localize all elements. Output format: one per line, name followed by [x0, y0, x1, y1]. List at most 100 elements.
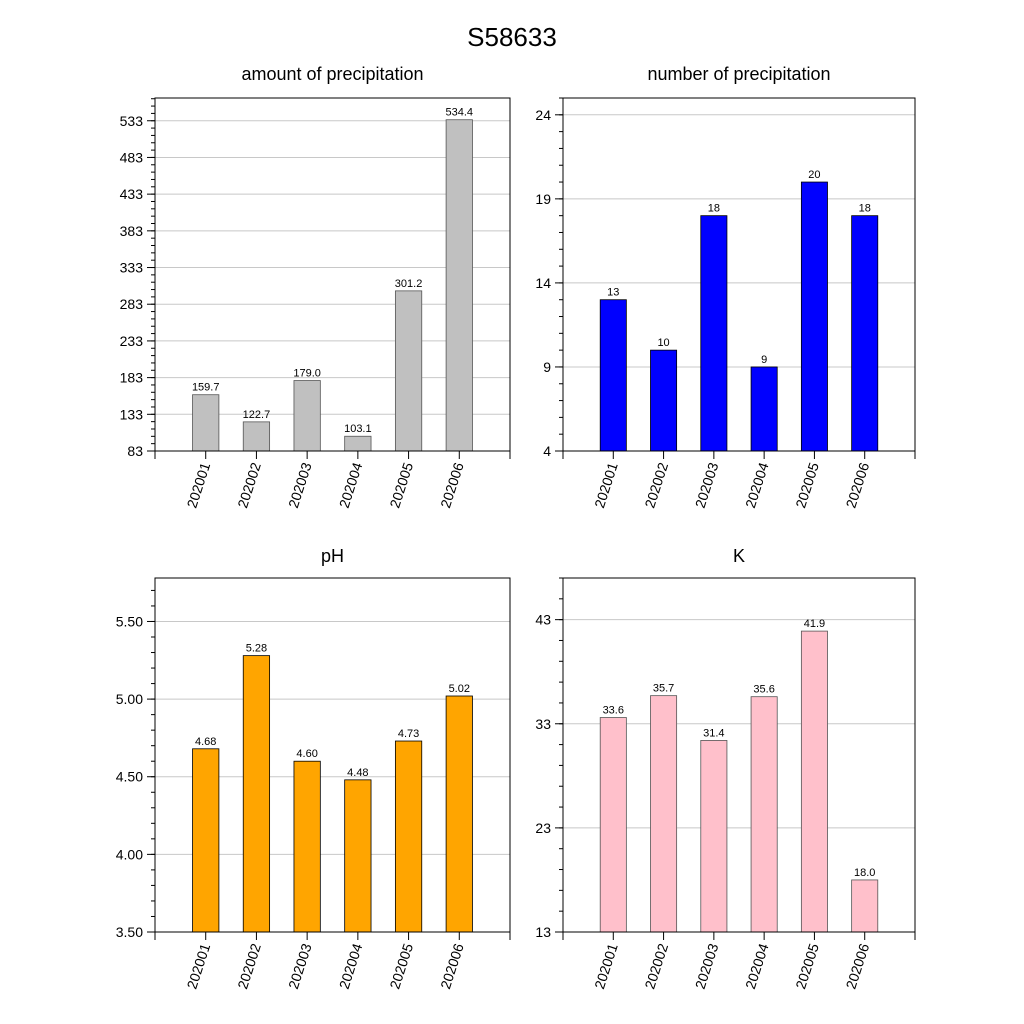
y-tick-label: 133 [120, 406, 144, 422]
data-label: 13 [607, 287, 619, 299]
data-label: 18.0 [854, 867, 875, 879]
bar [192, 394, 220, 452]
data-label: 9 [761, 354, 767, 366]
data-label: 35.6 [753, 684, 774, 696]
x-tick-label: 202003 [692, 460, 722, 510]
chart-panel-1: amount of precipitation 159.7 122.7 179.0 10… [120, 64, 511, 510]
x-tick-label: 202001 [184, 941, 214, 991]
y-tick-label: 183 [120, 370, 144, 386]
data-label: 534.4 [446, 107, 474, 119]
chart-panel-4: K 33.6 35.7 31.4 35.6 41.9 18.0 13 23 33 43 202001 2… [535, 546, 916, 991]
bar [344, 779, 372, 933]
y-tick-label: 383 [120, 223, 144, 239]
bar [800, 630, 828, 933]
y-tick-label: 83 [127, 443, 143, 459]
plot-frame [562, 97, 916, 452]
x-tick-label: 202005 [792, 460, 822, 510]
x-tick-label: 202002 [641, 941, 671, 991]
y-tick-label: 13 [535, 924, 551, 940]
data-label: 4.68 [195, 736, 216, 748]
data-label: 18 [859, 203, 871, 215]
data-label: 41.9 [804, 618, 825, 630]
data-label: 31.4 [703, 727, 724, 739]
x-tick-label: 202001 [591, 941, 621, 991]
bar [344, 435, 372, 452]
data-label: 122.7 [243, 409, 271, 421]
bar [851, 215, 879, 452]
data-label: 159.7 [192, 382, 220, 394]
bar [650, 695, 678, 933]
panel-title: pH [321, 546, 344, 566]
x-tick-label: 202006 [437, 460, 467, 510]
bar [750, 696, 778, 933]
y-tick-label: 533 [120, 113, 144, 129]
y-tick-label: 24 [535, 107, 551, 123]
bar [293, 760, 321, 933]
x-tick-label: 202004 [336, 941, 366, 991]
y-tick-label: 5.00 [116, 691, 143, 707]
plot-frame [562, 577, 916, 933]
bar [700, 215, 728, 452]
x-tick-label: 202003 [692, 941, 722, 991]
x-tick-label: 202006 [843, 460, 873, 510]
bar [394, 740, 423, 933]
bar [851, 879, 879, 933]
x-tick-label: 202004 [742, 941, 772, 991]
y-tick-label: 4.50 [116, 769, 143, 785]
x-tick-label: 202006 [843, 941, 873, 991]
bar [650, 349, 678, 452]
x-tick-label: 202002 [641, 460, 671, 510]
data-label: 10 [657, 337, 669, 349]
panel-title: K [733, 546, 745, 566]
y-tick-label: 9 [543, 359, 551, 375]
chart-panels: amount of precipitation 159.7 122.7 179.0 10… [116, 64, 916, 991]
y-tick-label: 5.50 [116, 613, 143, 629]
y-tick-label: 333 [120, 260, 144, 276]
bar [192, 748, 220, 933]
data-label: 4.60 [296, 748, 317, 760]
x-tick-label: 202005 [386, 941, 416, 991]
chart-panel-3: pH 4.68 5.28 4.60 4.48 4.73 5.02 3.50 4.00 4.50 5.… [116, 546, 511, 991]
x-tick-label: 202005 [386, 460, 416, 510]
plot-frame [154, 577, 511, 933]
bar [445, 119, 473, 452]
x-tick-label: 202001 [184, 460, 214, 510]
y-tick-label: 14 [535, 275, 551, 291]
y-tick-label: 4 [543, 443, 551, 459]
bar [394, 290, 423, 452]
data-label: 18 [708, 203, 720, 215]
data-label: 179.0 [293, 368, 321, 380]
x-tick-label: 202002 [234, 460, 264, 510]
data-label: 20 [808, 169, 820, 181]
bar [242, 655, 271, 933]
chart-panel-2: number of precipitation 13 10 18 9 20 18 4 9 14 19… [535, 64, 916, 510]
y-tick-label: 43 [535, 612, 551, 628]
x-tick-label: 202004 [336, 460, 366, 510]
x-tick-label: 202006 [437, 941, 467, 991]
data-label: 5.28 [246, 643, 267, 655]
bar [800, 181, 828, 452]
y-tick-label: 483 [120, 149, 144, 165]
data-label: 103.1 [344, 423, 372, 435]
x-tick-label: 202003 [285, 941, 315, 991]
x-tick-label: 202005 [792, 941, 822, 991]
y-tick-label: 19 [535, 191, 551, 207]
x-tick-label: 202003 [285, 460, 315, 510]
data-label: 35.7 [653, 683, 674, 695]
data-label: 33.6 [603, 705, 624, 717]
data-label: 4.48 [347, 767, 368, 779]
y-tick-label: 33 [535, 716, 551, 732]
bar [293, 380, 321, 452]
y-tick-label: 3.50 [116, 924, 143, 940]
figure-title: S58633 [467, 22, 557, 52]
data-label: 5.02 [449, 683, 470, 695]
panel-title: number of precipitation [647, 64, 830, 84]
bar [750, 366, 778, 452]
data-label: 301.2 [395, 278, 423, 290]
x-tick-label: 202002 [234, 941, 264, 991]
y-tick-label: 283 [120, 296, 144, 312]
bar [599, 717, 627, 933]
bar [700, 740, 728, 933]
x-tick-label: 202001 [591, 460, 621, 510]
